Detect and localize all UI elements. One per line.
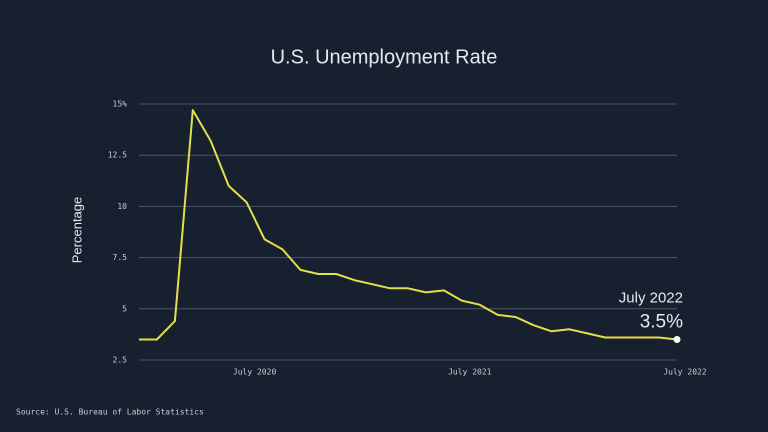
x-tick-label: July 2022: [663, 368, 707, 377]
chart-title: U.S. Unemployment Rate: [271, 46, 498, 68]
y-tick-label: 2.5: [113, 356, 128, 365]
y-axis-label: Percentage: [69, 197, 84, 264]
source-note: Source: U.S. Bureau of Labor Statistics: [16, 408, 204, 417]
data-line: [139, 109, 678, 341]
y-tick-label: 10: [117, 202, 127, 211]
y-tick-label: 12.5: [108, 151, 127, 160]
annotation: July 2022: [619, 289, 683, 306]
value-label: 3.5%: [640, 312, 683, 333]
x-tick-label: July 2020: [233, 368, 277, 377]
x-tick-label: July 2021: [448, 368, 492, 377]
end-point: [673, 336, 681, 344]
y-tick-label: 15%: [113, 100, 128, 109]
y-tick-label: 7.5: [113, 253, 128, 262]
y-tick-label: 5: [122, 304, 127, 313]
